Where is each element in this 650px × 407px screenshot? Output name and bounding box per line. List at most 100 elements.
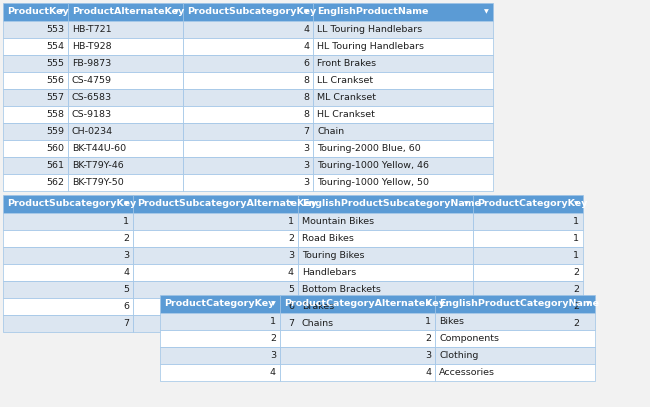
Text: 558: 558 xyxy=(46,110,64,119)
Text: 1: 1 xyxy=(425,317,431,326)
Text: ▼: ▼ xyxy=(586,302,591,306)
Bar xyxy=(3,3,68,21)
Text: CS-9183: CS-9183 xyxy=(72,110,112,119)
Bar xyxy=(298,230,473,247)
Text: FB-9873: FB-9873 xyxy=(72,59,111,68)
Text: LL Touring Handlebars: LL Touring Handlebars xyxy=(317,25,422,34)
Text: 562: 562 xyxy=(46,178,64,187)
Bar xyxy=(313,123,493,140)
Bar xyxy=(298,247,473,264)
Text: ProductCategoryKey: ProductCategoryKey xyxy=(164,300,274,309)
Bar xyxy=(435,330,595,347)
Text: Touring Bikes: Touring Bikes xyxy=(302,251,365,260)
Bar xyxy=(133,247,298,264)
Bar xyxy=(183,106,313,123)
Text: 3: 3 xyxy=(303,178,309,187)
Text: 8: 8 xyxy=(303,110,309,119)
Bar xyxy=(280,330,435,347)
Bar xyxy=(3,230,133,247)
Text: 8: 8 xyxy=(303,93,309,102)
Bar xyxy=(473,264,583,281)
Text: CH-0234: CH-0234 xyxy=(72,127,113,136)
Bar xyxy=(183,157,313,174)
Bar xyxy=(473,230,583,247)
Text: 3: 3 xyxy=(123,251,129,260)
Text: ▼: ▼ xyxy=(484,9,489,15)
Bar xyxy=(298,195,473,213)
Text: ProductCategoryAlternateKey: ProductCategoryAlternateKey xyxy=(284,300,445,309)
Text: 2: 2 xyxy=(573,285,579,294)
Text: Brakes: Brakes xyxy=(302,302,334,311)
Text: 2: 2 xyxy=(573,268,579,277)
Bar xyxy=(68,140,183,157)
Text: 5: 5 xyxy=(288,285,294,294)
Bar xyxy=(68,174,183,191)
Text: 4: 4 xyxy=(288,268,294,277)
Text: 3: 3 xyxy=(303,161,309,170)
Text: Mountain Bikes: Mountain Bikes xyxy=(302,217,374,226)
Bar xyxy=(3,106,68,123)
Bar xyxy=(68,89,183,106)
Text: Components: Components xyxy=(439,334,499,343)
Text: Handlebars: Handlebars xyxy=(302,268,356,277)
Bar xyxy=(133,195,298,213)
Text: 3: 3 xyxy=(303,144,309,153)
Text: Chains: Chains xyxy=(302,319,334,328)
Text: 8: 8 xyxy=(303,76,309,85)
Bar xyxy=(68,106,183,123)
Bar xyxy=(3,72,68,89)
Bar xyxy=(435,364,595,381)
Text: ▼: ▼ xyxy=(174,9,179,15)
Bar xyxy=(133,315,298,332)
Bar xyxy=(473,298,583,315)
Text: Accessories: Accessories xyxy=(439,368,495,377)
Bar xyxy=(3,213,133,230)
Bar xyxy=(313,106,493,123)
Bar xyxy=(3,55,68,72)
Bar xyxy=(183,55,313,72)
Bar xyxy=(280,295,435,313)
Bar xyxy=(3,21,68,38)
Text: ▼: ▼ xyxy=(304,9,309,15)
Text: 553: 553 xyxy=(46,25,64,34)
Bar xyxy=(183,38,313,55)
Bar xyxy=(298,264,473,281)
Bar xyxy=(313,3,493,21)
Text: 557: 557 xyxy=(46,93,64,102)
Text: Chain: Chain xyxy=(317,127,344,136)
Text: Road Bikes: Road Bikes xyxy=(302,234,354,243)
Text: ▼: ▼ xyxy=(289,201,294,206)
Bar xyxy=(298,315,473,332)
Text: 560: 560 xyxy=(46,144,64,153)
Text: Touring-2000 Blue, 60: Touring-2000 Blue, 60 xyxy=(317,144,421,153)
Text: 5: 5 xyxy=(123,285,129,294)
Bar xyxy=(435,295,595,313)
Bar xyxy=(298,298,473,315)
Text: HL Touring Handlebars: HL Touring Handlebars xyxy=(317,42,424,51)
Text: 2: 2 xyxy=(425,334,431,343)
Bar xyxy=(68,123,183,140)
Text: 3: 3 xyxy=(425,351,431,360)
Text: EnglishProductCategoryName: EnglishProductCategoryName xyxy=(439,300,599,309)
Text: Front Brakes: Front Brakes xyxy=(317,59,376,68)
Bar xyxy=(3,123,68,140)
Text: 2: 2 xyxy=(573,319,579,328)
Text: 1: 1 xyxy=(288,217,294,226)
Text: ProductAlternateKey: ProductAlternateKey xyxy=(72,7,184,17)
Bar xyxy=(3,264,133,281)
Text: 556: 556 xyxy=(46,76,64,85)
Text: ▼: ▼ xyxy=(464,201,469,206)
Bar xyxy=(183,72,313,89)
Bar xyxy=(160,330,280,347)
Text: 3: 3 xyxy=(270,351,276,360)
Text: ProductKey: ProductKey xyxy=(7,7,69,17)
Text: 6: 6 xyxy=(123,302,129,311)
Bar xyxy=(68,72,183,89)
Text: 4: 4 xyxy=(303,42,309,51)
Text: ▼: ▼ xyxy=(59,9,64,15)
Text: ▼: ▼ xyxy=(426,302,431,306)
Text: ProductSubcategoryKey: ProductSubcategoryKey xyxy=(187,7,317,17)
Bar xyxy=(313,55,493,72)
Bar xyxy=(160,364,280,381)
Bar xyxy=(133,213,298,230)
